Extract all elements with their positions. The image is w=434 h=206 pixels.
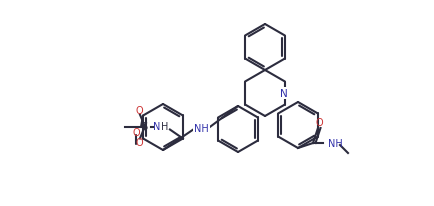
- Text: H: H: [161, 122, 168, 132]
- Text: NH: NH: [327, 138, 342, 148]
- Text: O: O: [135, 106, 142, 116]
- Text: S: S: [141, 122, 148, 132]
- Text: NH: NH: [194, 123, 208, 133]
- Text: O: O: [132, 128, 140, 138]
- Text: O: O: [315, 117, 322, 127]
- Text: N: N: [153, 122, 160, 132]
- Text: N: N: [279, 89, 287, 98]
- Text: O: O: [135, 138, 142, 148]
